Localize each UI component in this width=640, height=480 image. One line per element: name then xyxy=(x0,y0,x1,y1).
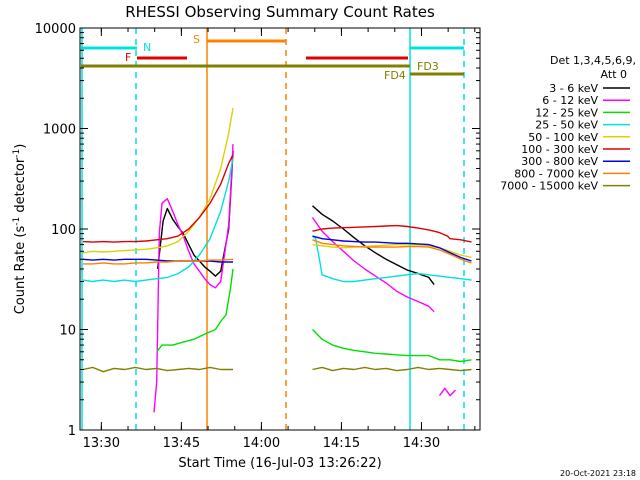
legend-entry-label: 25 - 50 keV xyxy=(535,119,598,132)
series-line-3-segment-0 xyxy=(82,158,234,283)
flag-label-fd3: FD3 xyxy=(417,60,439,73)
y-axis-label: Count Rate (s-1 detector-1) xyxy=(12,144,28,315)
series-line-5-segment-0 xyxy=(82,154,234,243)
x-tick-label: 14:00 xyxy=(243,436,280,451)
series-line-2-segment-1 xyxy=(312,329,472,363)
legend-entry-label: 100 - 300 keV xyxy=(521,143,598,156)
legend-entry-label: 3 - 6 keV xyxy=(549,82,598,95)
y-tick-label: 10000 xyxy=(35,22,76,37)
series-line-5-segment-1 xyxy=(312,224,472,243)
x-axis: 13:30 13:45 14:00 14:15 14:30 xyxy=(83,28,476,451)
flag-label-s: S xyxy=(193,33,200,46)
x-axis-label: Start Time (16-Jul-03 13:26:22) xyxy=(178,456,381,471)
series-layer xyxy=(82,107,472,413)
legend-entry-label: 7000 - 15000 keV xyxy=(500,180,598,193)
y-tick-label: 1 xyxy=(68,424,76,439)
flag-layer: N S F FD4 FD3 xyxy=(81,28,465,430)
y-tick-label: 10 xyxy=(59,324,76,339)
x-tick-label: 13:30 xyxy=(83,436,120,451)
series-line-1-segment-1 xyxy=(311,217,435,313)
legend-entry-label: 6 - 12 keV xyxy=(542,94,598,107)
legend-header: Det 1,3,4,5,6,9, xyxy=(550,54,636,67)
flag-label-n: N xyxy=(143,41,151,54)
series-line-4-segment-0 xyxy=(82,107,234,254)
series-line-7-segment-1 xyxy=(312,239,472,264)
footer-date: 20-Oct-2021 23:18 xyxy=(560,469,636,478)
series-line-1-segment-0 xyxy=(153,144,234,413)
series-line-3-segment-1 xyxy=(312,235,472,283)
flag-label-fd4: FD4 xyxy=(384,69,406,82)
legend-entry-label: 50 - 100 keV xyxy=(528,131,598,144)
y-tick-label: 100 xyxy=(51,223,76,238)
series-line-1-segment-2 xyxy=(438,387,457,397)
y-tick-label: 1000 xyxy=(43,123,76,138)
series-line-8-segment-0 xyxy=(82,366,233,373)
series-line-6-segment-1 xyxy=(312,235,472,262)
flag-label-f: F xyxy=(125,51,131,64)
series-line-2-segment-0 xyxy=(156,268,234,353)
x-tick-label: 14:30 xyxy=(403,436,440,451)
x-tick-label: 14:15 xyxy=(323,436,360,451)
y-axis: Count Rate (s-1 detector-1) 1 10 100 1000 100… xyxy=(12,22,480,439)
legend-entry-label: 300 - 800 keV xyxy=(521,155,598,168)
series-line-7-segment-0 xyxy=(83,258,234,265)
legend-header-attenuator: Att 0 xyxy=(601,68,627,81)
chart-title: RHESSI Observing Summary Count Rates xyxy=(125,3,435,21)
legend-entry-label: 12 - 25 keV xyxy=(535,106,598,119)
x-tick-label: 13:45 xyxy=(163,436,200,451)
legend-entry-label: 800 - 7000 keV xyxy=(514,167,598,180)
series-line-8-segment-1 xyxy=(312,366,472,372)
